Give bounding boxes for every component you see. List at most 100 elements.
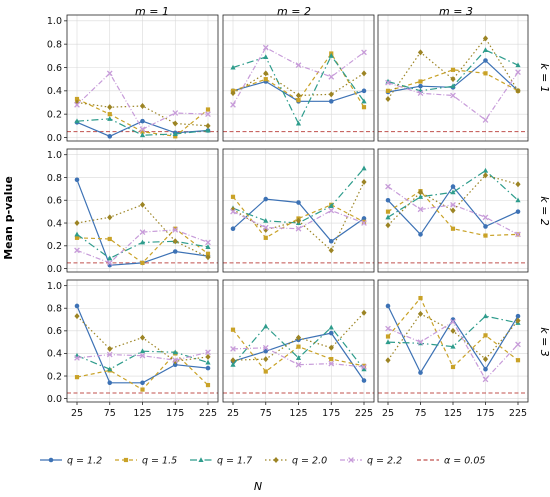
data-point — [450, 318, 456, 325]
data-point — [483, 366, 488, 372]
data-point — [385, 78, 391, 84]
data-point — [483, 71, 488, 76]
data-point — [361, 220, 367, 226]
panel-r3-c2: 25 75 125 175 225 — [222, 279, 375, 419]
legend-item-2: q = 1.5 — [115, 456, 177, 467]
x-tick-label: 125 — [289, 408, 307, 419]
series-1.2 — [74, 303, 211, 386]
data-point — [295, 355, 302, 360]
data-point — [230, 90, 236, 97]
data-point — [172, 362, 178, 368]
panel-r2-c2 — [222, 148, 375, 273]
data-point — [107, 366, 113, 372]
x-tick-label: 125 — [133, 408, 151, 419]
data-point — [361, 364, 367, 370]
data-point — [361, 70, 367, 77]
y-tick-label: 0.4 — [47, 86, 62, 97]
x-tick-label: 175 — [166, 408, 184, 419]
data-point — [263, 323, 269, 329]
data-point — [263, 77, 268, 82]
data-point — [361, 363, 367, 368]
data-point — [482, 172, 489, 179]
data-point — [515, 62, 521, 68]
x-tick-label: 75 — [260, 408, 272, 419]
data-point — [173, 134, 178, 139]
series-line — [387, 69, 519, 92]
x-tick-label: 25 — [71, 408, 83, 419]
data-point — [418, 370, 423, 375]
x-tick-label: 225 — [509, 408, 527, 419]
data-point — [295, 120, 302, 126]
data-point — [140, 129, 145, 134]
legend-label: α = 0.05 — [444, 456, 485, 467]
data-point — [450, 83, 456, 89]
legend-item-4: q = 2.0 — [265, 456, 327, 467]
data-point — [262, 44, 269, 51]
series-1.5 — [385, 295, 521, 370]
data-point — [482, 167, 489, 173]
data-point — [328, 324, 334, 330]
data-point — [482, 313, 489, 319]
series-1.5 — [74, 226, 211, 265]
data-point — [328, 73, 335, 80]
data-point — [262, 344, 269, 351]
data-point — [483, 58, 488, 63]
data-point — [385, 79, 391, 86]
data-point — [482, 376, 489, 383]
data-point — [385, 214, 391, 220]
data-point — [74, 303, 80, 309]
data-point — [361, 165, 367, 171]
data-point — [417, 49, 424, 56]
legend-swatch-marker — [348, 457, 354, 463]
data-point — [515, 181, 521, 188]
data-point — [515, 69, 521, 76]
data-point — [107, 255, 113, 261]
data-point — [296, 344, 301, 349]
data-point — [515, 209, 521, 214]
panel-frame — [66, 148, 219, 273]
data-point — [107, 214, 113, 221]
data-point — [482, 47, 489, 52]
series-1.7 — [74, 116, 211, 138]
y-tick-label: 1.0 — [47, 16, 62, 27]
data-point — [107, 104, 113, 111]
data-point — [450, 76, 456, 83]
data-point — [417, 194, 424, 199]
data-point — [173, 226, 178, 231]
data-point — [417, 189, 424, 196]
series-2.0 — [230, 70, 367, 99]
data-point — [385, 96, 391, 102]
series-line — [232, 347, 365, 368]
data-point — [263, 356, 269, 363]
data-point — [515, 231, 521, 238]
data-point — [328, 360, 335, 367]
data-point — [450, 343, 456, 349]
data-point — [418, 232, 423, 237]
data-point — [230, 208, 236, 215]
data-point — [205, 353, 211, 360]
data-point — [172, 357, 179, 364]
series-1.7 — [230, 323, 367, 372]
data-point — [139, 229, 146, 235]
legend-swatch-marker — [273, 457, 279, 463]
legend-label: q = 2.2 — [367, 456, 402, 467]
panel-frame — [377, 14, 529, 142]
legend-swatch-marker — [123, 457, 129, 463]
x-tick-label: 175 — [322, 408, 340, 419]
y-tick-label: 0.4 — [47, 218, 62, 229]
legend-item-3: q = 1.7 — [190, 456, 252, 467]
data-point — [450, 92, 456, 99]
panel-frame — [377, 148, 529, 273]
data-point — [295, 217, 302, 224]
legend-item-1: q = 1.2 — [40, 456, 102, 467]
data-point — [361, 309, 367, 316]
data-point — [450, 201, 456, 208]
data-point — [205, 111, 211, 118]
data-point — [361, 88, 367, 94]
data-point — [450, 189, 456, 195]
series-line — [387, 169, 519, 218]
y-tick-label: 0.6 — [47, 326, 62, 337]
y-tick-label: 0.0 — [47, 394, 62, 405]
data-point — [328, 238, 334, 244]
data-point — [172, 120, 178, 127]
